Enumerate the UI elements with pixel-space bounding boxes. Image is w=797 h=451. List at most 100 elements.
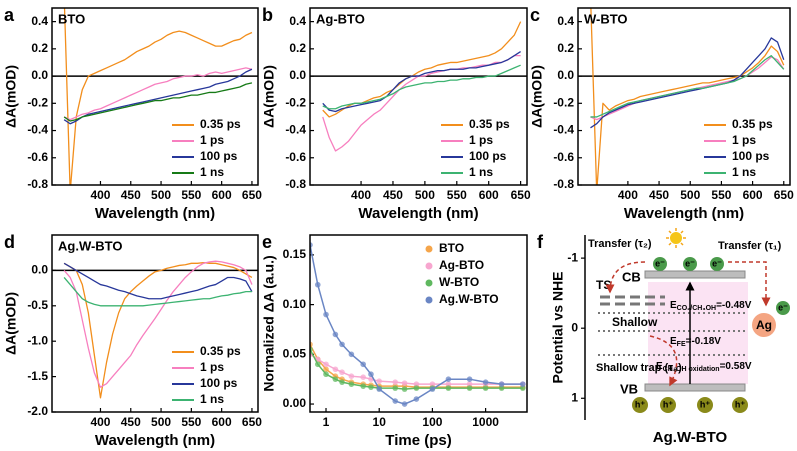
x-tick-label: 500 xyxy=(151,188,171,202)
series-line xyxy=(63,68,253,125)
y-tick-label: 0.10 xyxy=(283,297,307,311)
y-axis-label: Potential vs NHE xyxy=(550,271,566,383)
legend-label: 0.35 ps xyxy=(200,117,241,131)
hole-label: h⁺ xyxy=(735,399,745,409)
plot-area xyxy=(322,21,522,152)
x-tick-label: 550 xyxy=(711,188,731,202)
electron xyxy=(653,257,667,271)
hole-label: h⁺ xyxy=(700,399,710,409)
hole xyxy=(632,397,648,413)
legend-label: BTO xyxy=(439,241,464,255)
level-symbol: E xyxy=(670,336,677,347)
series-line xyxy=(63,261,253,399)
plot-area xyxy=(63,260,253,399)
x-tick-label: 1 xyxy=(323,415,330,429)
plot-area xyxy=(63,8,253,185)
y-tick-label: 0.2 xyxy=(289,41,306,55)
series-line xyxy=(590,37,785,129)
series-line xyxy=(590,55,785,118)
y-tick-label: 0.4 xyxy=(31,14,48,28)
y-axis-label: ΔA(mOD) xyxy=(3,65,19,128)
x-axis-label: Wavelength (nm) xyxy=(95,205,215,222)
panel-letter: b xyxy=(262,5,273,25)
y-tick-label: -0.4 xyxy=(553,123,574,137)
level-symbol: E xyxy=(670,300,677,311)
hole-label: h⁺ xyxy=(663,399,673,409)
plot-frame xyxy=(309,7,528,186)
y-tick-label: 0.0 xyxy=(289,68,306,82)
panel-letter: c xyxy=(530,5,540,25)
y-axis-label: ΔA(mOD) xyxy=(261,65,277,128)
level-value: =-0.48V xyxy=(716,300,752,311)
x-tick-label: 650 xyxy=(242,188,262,202)
plot-frame xyxy=(51,7,259,186)
x-tick-label: 450 xyxy=(383,188,403,202)
y-tick-label: 0.05 xyxy=(283,346,307,360)
legend-label: 100 ps xyxy=(200,376,238,390)
y-tick-label: -0.8 xyxy=(553,177,574,191)
x-tick-label: 450 xyxy=(649,188,669,202)
electron xyxy=(710,257,724,271)
legend-label: 1 ps xyxy=(732,133,756,147)
panel-title: BTO xyxy=(58,11,85,26)
y-tick-label: -1.0 xyxy=(27,333,48,347)
x-tick-label: 1000 xyxy=(472,415,499,429)
vb-label: VB xyxy=(620,381,638,396)
legend-label: 0.35 ps xyxy=(469,117,510,131)
x-tick-label: 600 xyxy=(479,188,499,202)
y-tick-label: -0.5 xyxy=(27,298,48,312)
legend-label: 1 ps xyxy=(469,133,493,147)
panel-letter: a xyxy=(4,5,15,25)
y-tick-label: 0.4 xyxy=(557,14,574,28)
vb-bar xyxy=(644,383,746,392)
level-label: ECH₃OH oxidation=0.58V xyxy=(656,361,752,373)
legend-label: 100 ps xyxy=(732,149,770,163)
panel-title: Ag.W-BTO xyxy=(58,238,123,253)
panel-title: Ag-BTO xyxy=(316,11,365,26)
x-axis-label: Time (ps) xyxy=(385,432,451,449)
y-tick-label: -0.6 xyxy=(285,150,306,164)
panel-letter: d xyxy=(4,232,15,252)
series-line xyxy=(63,82,253,122)
electron-label: e⁻ xyxy=(655,258,665,268)
x-axis-label: Wavelength (nm) xyxy=(358,205,478,222)
plot-area xyxy=(310,242,526,407)
y-tick-label: -0.2 xyxy=(553,95,574,109)
level-sub: FE xyxy=(677,341,686,348)
energy-diagram: CB VB TS Shallow ECO₂/CH₃OH=-0.48V EFE=-… xyxy=(588,228,790,446)
x-tick-label: 650 xyxy=(511,188,531,202)
x-tick-label: 400 xyxy=(90,415,110,429)
x-tick-label: 650 xyxy=(774,188,794,202)
trap-arrow xyxy=(649,335,678,387)
x-tick-label: 10 xyxy=(373,415,387,429)
y-axis-label: Normalized ΔA (a.u.) xyxy=(261,255,277,391)
trap-label: Shallow trap (τ₃) xyxy=(596,362,682,374)
y-tick-label: 1 xyxy=(571,390,578,404)
plot-frame xyxy=(577,7,791,186)
x-tick-label: 500 xyxy=(680,188,700,202)
panel-title: W-BTO xyxy=(584,11,628,26)
y-tick-label: -0.2 xyxy=(27,95,48,109)
legend-swatch xyxy=(425,262,433,270)
electron-label: e⁻ xyxy=(685,258,695,268)
legend-swatch xyxy=(425,296,433,304)
legend-label: 0.35 ps xyxy=(200,344,241,358)
hole-label: h⁺ xyxy=(635,399,645,409)
x-tick-label: 600 xyxy=(212,415,232,429)
x-tick-label: 550 xyxy=(181,188,201,202)
legend-label: 100 ps xyxy=(200,149,238,163)
level-label: EFE=-0.18V xyxy=(670,336,721,348)
plot-frame xyxy=(51,234,259,413)
series-line xyxy=(322,64,521,110)
y-tick-label: -0.2 xyxy=(285,95,306,109)
x-tick-label: 550 xyxy=(181,415,201,429)
sun xyxy=(666,228,686,248)
y-tick-label: -1.5 xyxy=(27,369,48,383)
hole xyxy=(660,397,676,413)
x-tick-label: 600 xyxy=(743,188,763,202)
hole xyxy=(697,397,713,413)
legend-label: 1 ns xyxy=(200,392,224,406)
series-line xyxy=(590,8,785,185)
legend-label: 0.35 ps xyxy=(732,117,773,131)
x-tick-label: 400 xyxy=(90,188,110,202)
